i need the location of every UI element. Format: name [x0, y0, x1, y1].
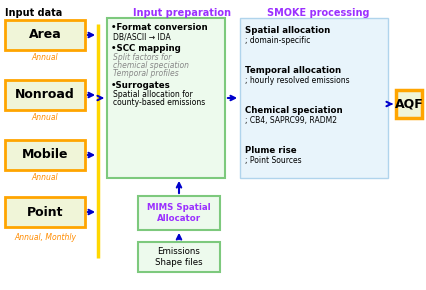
Text: Annual: Annual	[32, 113, 58, 122]
Text: Area: Area	[29, 28, 61, 41]
Text: county-based emissions: county-based emissions	[113, 98, 205, 107]
Text: Split factors for: Split factors for	[113, 53, 171, 62]
Text: Point: Point	[27, 206, 63, 218]
Text: Plume rise: Plume rise	[245, 146, 296, 155]
Text: ; hourly resolved emissions: ; hourly resolved emissions	[245, 76, 349, 85]
FancyBboxPatch shape	[395, 90, 421, 118]
Text: AQF: AQF	[394, 97, 423, 110]
Text: •Surrogates: •Surrogates	[111, 81, 170, 90]
FancyBboxPatch shape	[107, 18, 225, 178]
FancyBboxPatch shape	[138, 242, 219, 272]
Text: ; CB4, SAPRC99, RADM2: ; CB4, SAPRC99, RADM2	[245, 116, 336, 125]
Text: Chemical speciation: Chemical speciation	[245, 106, 342, 115]
Text: Annual, Monthly: Annual, Monthly	[14, 233, 76, 242]
Text: •Format conversion: •Format conversion	[111, 23, 207, 32]
Text: Mobile: Mobile	[22, 148, 68, 162]
Text: Nonroad: Nonroad	[15, 88, 75, 102]
Text: chemical speciation: chemical speciation	[113, 61, 189, 70]
FancyBboxPatch shape	[138, 196, 219, 230]
FancyBboxPatch shape	[5, 140, 85, 170]
FancyBboxPatch shape	[5, 197, 85, 227]
Text: Temporal profiles: Temporal profiles	[113, 69, 178, 78]
Text: •SCC mapping: •SCC mapping	[111, 44, 180, 53]
Text: Spatial allocation for: Spatial allocation for	[113, 90, 192, 99]
Text: MIMS Spatial
Allocator: MIMS Spatial Allocator	[147, 203, 210, 223]
Text: Input preparation: Input preparation	[132, 8, 230, 18]
FancyBboxPatch shape	[239, 18, 387, 178]
Text: Input data: Input data	[5, 8, 62, 18]
Text: Annual: Annual	[32, 53, 58, 62]
Text: SMOKE processing: SMOKE processing	[266, 8, 368, 18]
FancyBboxPatch shape	[5, 80, 85, 110]
Text: Spatial allocation: Spatial allocation	[245, 26, 329, 35]
Text: ; Point Sources: ; Point Sources	[245, 156, 301, 165]
Text: Annual: Annual	[32, 173, 58, 182]
Text: ; domain-specific: ; domain-specific	[245, 36, 310, 45]
FancyBboxPatch shape	[5, 20, 85, 50]
Text: DB/ASCII → IDA: DB/ASCII → IDA	[113, 32, 170, 41]
Text: Emissions
Shape files: Emissions Shape files	[155, 246, 202, 267]
Text: Temporal allocation: Temporal allocation	[245, 66, 340, 75]
